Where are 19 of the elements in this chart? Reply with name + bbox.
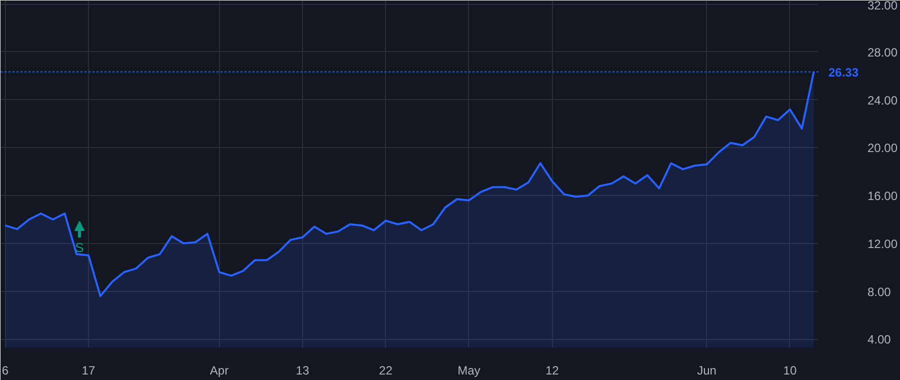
y-tick-label: 32.00 bbox=[868, 0, 898, 12]
y-tick-label: 28.00 bbox=[868, 45, 898, 60]
y-tick-label: 8.00 bbox=[868, 284, 892, 299]
ref-line-label: 26.33 bbox=[828, 65, 859, 80]
x-tick-label: 13 bbox=[296, 364, 310, 378]
x-tick-label: 10 bbox=[783, 364, 797, 378]
y-tick-label: 20.00 bbox=[868, 141, 898, 156]
x-tick-label: Jun bbox=[697, 364, 716, 378]
x-tick-label: Apr bbox=[210, 364, 229, 378]
annotation: S bbox=[75, 240, 84, 255]
y-tick-label: 24.00 bbox=[868, 93, 898, 108]
x-tick-label: 6 bbox=[2, 364, 9, 378]
x-tick-label: 22 bbox=[379, 364, 393, 378]
x-tick-label: 12 bbox=[546, 364, 560, 378]
x-tick-label: May bbox=[458, 364, 480, 378]
x-tick-label: 17 bbox=[82, 364, 96, 378]
y-tick-label: 12.00 bbox=[868, 236, 898, 251]
y-tick-label: 4.00 bbox=[868, 332, 892, 347]
y-tick-label: 16.00 bbox=[868, 189, 898, 204]
